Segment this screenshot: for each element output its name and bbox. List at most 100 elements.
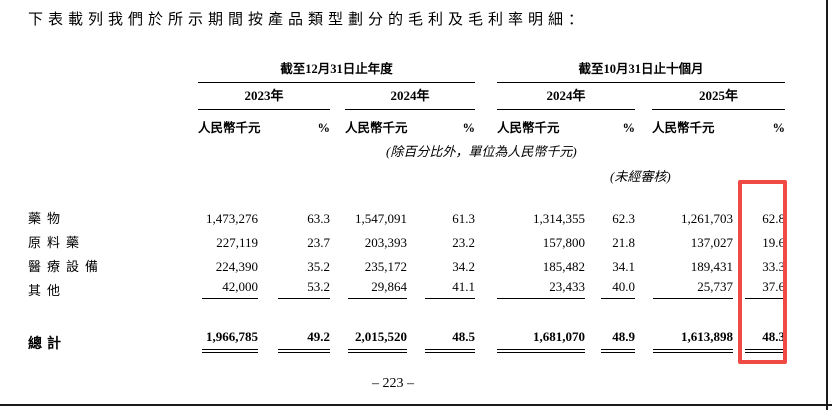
unaudited-note-row: (未經審核)	[28, 160, 785, 185]
cell-value: 137,027	[690, 235, 734, 250]
cell-value: 41.1	[425, 278, 476, 299]
cell-value: 29,864	[348, 278, 407, 299]
cell-value: 21.8	[612, 235, 636, 250]
intro-text: 下表載列我們於所示期間按產品類型劃分的毛利及毛利率明細：	[28, 12, 589, 28]
year-header-2025: 2025年	[652, 82, 786, 110]
cell-value: 23.7	[307, 235, 330, 250]
page-number: – 223 –	[372, 376, 414, 391]
cell-value: 42,000	[202, 278, 258, 299]
cell-value: 1,261,703	[681, 211, 734, 226]
spacer	[635, 110, 652, 139]
table-row-total: 總計 1,966,785 49.2 2,015,520 48.5 1,681,0…	[28, 311, 786, 357]
spacer	[330, 110, 345, 139]
row-label: 其他	[28, 283, 67, 298]
spacer	[28, 299, 785, 311]
units-note-row: (除百分比外，單位為人民幣千元)	[28, 138, 785, 160]
unaudited-note: (未經審核)	[610, 169, 671, 184]
period-header-ten-months: 截至10月31日止十個月	[497, 52, 786, 83]
percent-label: %	[772, 121, 786, 135]
total-label: 總計	[28, 337, 66, 352]
spacer	[330, 203, 345, 227]
percent-label: %	[462, 121, 476, 135]
rmb-unit-label: 人民幣千元	[198, 121, 261, 135]
cell-value: 203,393	[364, 235, 407, 250]
page-border-right	[826, 0, 828, 410]
unit-header-row: 人民幣千元% 人民幣千元% 人民幣千元% 人民幣千元%	[28, 110, 785, 139]
spacer	[330, 227, 345, 251]
spacer	[475, 311, 497, 357]
spacer	[635, 275, 652, 299]
total-value: 48.3	[745, 328, 786, 353]
table-row-raw-materials: 原料藥 227,119 23.7 203,393 23.2 157,800 21…	[28, 227, 785, 251]
unit-header-2024-ten-months: 人民幣千元%	[497, 110, 635, 139]
cell-value: 63.3	[307, 211, 330, 226]
total-value: 1,613,898	[653, 328, 734, 353]
cell-value: 34.1	[612, 259, 636, 274]
total-value: 1,966,785	[202, 328, 258, 353]
year-header-2024-annual: 2024年	[345, 82, 476, 110]
rmb-unit-label: 人民幣千元	[497, 121, 560, 135]
cell-value: 189,431	[690, 259, 734, 274]
cell-value: 40.0	[601, 278, 636, 299]
unit-header-2025: 人民幣千元%	[652, 110, 785, 139]
year-header-2024-ten-months: 2024年	[497, 82, 636, 110]
spacer	[635, 251, 652, 275]
percent-label: %	[317, 121, 331, 135]
cell-value: 37.6	[745, 278, 786, 299]
cell-value: 235,172	[364, 259, 407, 274]
spacer	[330, 83, 345, 110]
empty-cell	[28, 83, 198, 110]
cell-value: 62.3	[612, 211, 636, 226]
spacer	[475, 110, 497, 139]
spacer	[330, 311, 345, 357]
page-border-bottom	[0, 404, 832, 406]
cell-value: 62.8	[762, 211, 786, 226]
table-row-others: 其他 42,000 53.2 29,864 41.1 23,433 40.0 2…	[28, 275, 786, 299]
unit-header-2023: 人民幣千元%	[198, 110, 330, 139]
gross-profit-table: 截至12月31日止年度 截至10月31日止十個月 2023年 2024年 202…	[28, 52, 786, 357]
cell-value: 23,433	[497, 278, 586, 299]
cell-value: 19.6	[762, 235, 786, 250]
empty-cell	[28, 110, 198, 139]
highlight-rectangle	[738, 180, 787, 364]
spacer	[330, 275, 345, 299]
spacer	[635, 311, 652, 357]
spacer	[475, 227, 497, 251]
cell-value: 1,314,355	[533, 211, 586, 226]
empty-cell	[28, 52, 198, 83]
spacer	[475, 83, 497, 110]
cell-value: 185,482	[542, 259, 586, 274]
cell-value: 23.2	[452, 235, 476, 250]
total-value: 1,681,070	[497, 328, 586, 353]
cell-value: 1,473,276	[206, 211, 258, 226]
row-label: 藥物	[28, 211, 67, 226]
spacer	[475, 52, 497, 83]
table-row-pharmaceuticals: 藥物 1,473,276 63.3 1,547,091 61.3 1,314,3…	[28, 203, 785, 227]
total-value: 48.9	[601, 328, 636, 353]
cell-value: 53.2	[278, 278, 330, 299]
year-header-row: 2023年 2024年 2024年 2025年	[28, 82, 786, 110]
spacer	[475, 251, 497, 275]
period-header-annual: 截至12月31日止年度	[198, 52, 476, 83]
rmb-unit-label: 人民幣千元	[345, 121, 408, 135]
units-note: (除百分比外，單位為人民幣千元)	[386, 144, 577, 159]
cell-value: 1,547,091	[355, 211, 407, 226]
spacer	[635, 203, 652, 227]
spacer	[635, 227, 652, 251]
percent-label: %	[622, 121, 636, 135]
total-value: 48.5	[425, 328, 476, 353]
table-row-medical-equipment: 醫療設備 224,390 35.2 235,172 34.2 185,482 3…	[28, 251, 785, 275]
rmb-unit-label: 人民幣千元	[652, 121, 715, 135]
total-value: 49.2	[278, 328, 330, 353]
cell-value: 157,800	[542, 235, 586, 250]
year-header-2023: 2023年	[198, 82, 330, 110]
total-value: 2,015,520	[348, 328, 407, 353]
cell-value: 61.3	[452, 211, 476, 226]
period-group-header-row: 截至12月31日止年度 截至10月31日止十個月	[28, 52, 786, 83]
cell-value: 35.2	[307, 259, 330, 274]
spacer	[475, 275, 497, 299]
row-label: 醫療設備	[28, 259, 105, 274]
spacer	[330, 251, 345, 275]
cell-value: 33.3	[762, 259, 786, 274]
